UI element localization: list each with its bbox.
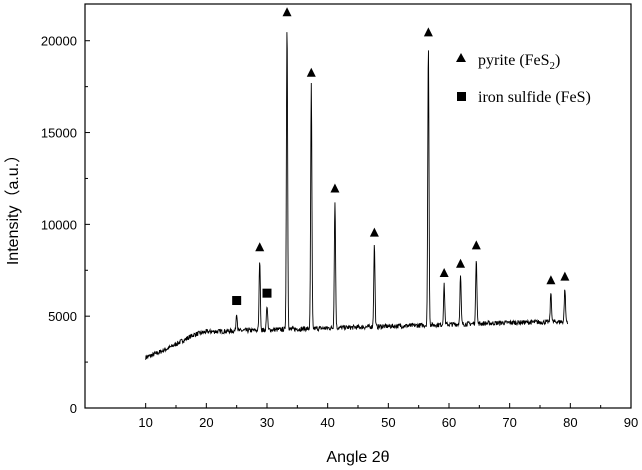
pyrite-peak-marker xyxy=(306,67,316,77)
x-tick-label-50: 50 xyxy=(381,415,395,430)
legend-triangle-marker xyxy=(456,53,466,62)
pyrite-peak-marker xyxy=(330,183,340,193)
pyrite-peak-marker xyxy=(369,227,379,237)
x-tick-label-90: 90 xyxy=(624,415,638,430)
x-axis-ticks: 10 20 30 40 50 60 70 80 90 xyxy=(138,403,638,430)
x-tick-label-30: 30 xyxy=(260,415,274,430)
pyrite-peak-marker xyxy=(546,275,556,285)
pyrite-peak-marker xyxy=(423,27,433,37)
iron-sulfide-peak-marker xyxy=(262,288,272,298)
x-tick-label-40: 40 xyxy=(320,415,334,430)
xrd-spectrum-line xyxy=(145,32,568,360)
x-tick-label-20: 20 xyxy=(199,415,213,430)
pyrite-peak-marker xyxy=(282,7,292,17)
legend-label-pyrite: pyrite (FeS2) xyxy=(478,52,560,72)
pyrite-peak-marker xyxy=(560,271,570,281)
pyrite-peak-marker xyxy=(471,240,481,250)
x-axis-title: Angle 2θ xyxy=(326,449,389,466)
legend-square-marker xyxy=(457,92,466,101)
iron-sulfide-peak-marker xyxy=(232,296,242,306)
y-tick-label-5000: 5000 xyxy=(48,309,77,324)
y-axis-ticks: 0 5000 10000 15000 20000 xyxy=(41,34,90,416)
legend: pyrite (FeS2) iron sulfide (FeS) xyxy=(456,52,591,106)
pyrite-peak-marker xyxy=(439,267,449,277)
y-tick-label-0: 0 xyxy=(70,401,77,416)
x-tick-label-80: 80 xyxy=(563,415,577,430)
peak-markers xyxy=(232,7,570,306)
y-tick-label-15000: 15000 xyxy=(41,126,77,141)
x-tick-label-70: 70 xyxy=(502,415,516,430)
legend-label-iron-sulfide: iron sulfide (FeS) xyxy=(478,89,591,106)
y-tick-label-10000: 10000 xyxy=(41,217,77,232)
pyrite-peak-marker xyxy=(456,258,466,268)
y-tick-label-20000: 20000 xyxy=(41,34,77,49)
y-axis-title: Intensity（a.u.） xyxy=(4,147,22,265)
x-tick-label-60: 60 xyxy=(442,415,456,430)
pyrite-peak-marker xyxy=(255,242,265,252)
x-tick-label-10: 10 xyxy=(138,415,152,430)
